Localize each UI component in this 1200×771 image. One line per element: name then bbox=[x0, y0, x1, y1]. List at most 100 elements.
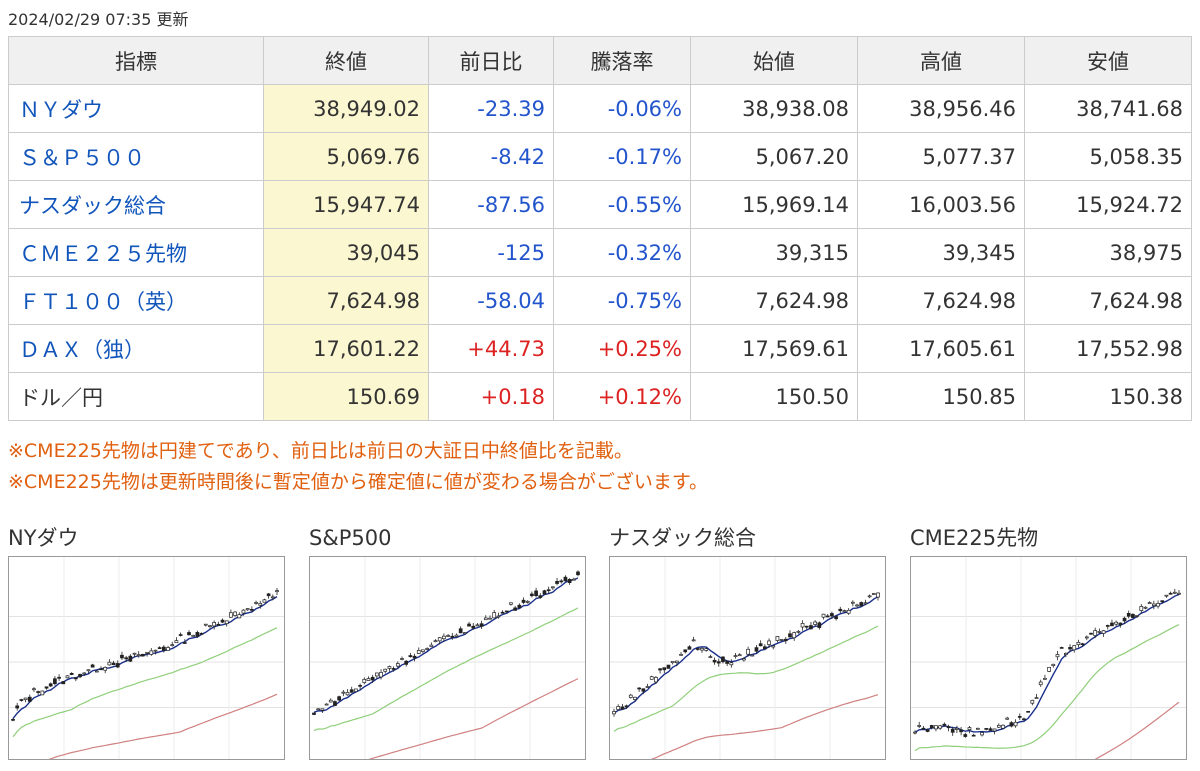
candle-body bbox=[187, 632, 191, 636]
table-row: Ｓ＆Ｐ５００ 5,069.76 -8.42 -0.17% 5,067.20 5,077.3… bbox=[8, 132, 1192, 181]
candle-body bbox=[358, 685, 362, 687]
candle-body bbox=[800, 623, 805, 628]
index-name-cell[interactable]: ＦＴ１００（英） bbox=[8, 276, 264, 325]
candle-body bbox=[170, 644, 175, 647]
candle-body bbox=[729, 662, 734, 666]
index-link[interactable]: ナスダック総合 bbox=[19, 193, 166, 218]
candle-body bbox=[1038, 681, 1043, 686]
candle-body bbox=[1093, 630, 1098, 636]
table-row: ＮＹダウ 38,949.02 -23.39 -0.06% 38,938.08 38,956… bbox=[8, 84, 1192, 133]
index-link[interactable]: ＦＴ１００（英） bbox=[19, 289, 187, 314]
index-link[interactable]: ＮＹダウ bbox=[19, 97, 103, 122]
candle-body bbox=[712, 659, 717, 663]
candle-body bbox=[821, 613, 826, 618]
candle-body bbox=[521, 599, 526, 603]
candle-body bbox=[90, 664, 95, 668]
table-header-row: 指標 終値 前日比 騰落率 始値 高値 安値 bbox=[8, 36, 1192, 85]
candle-body bbox=[99, 668, 103, 671]
candle-body bbox=[446, 635, 450, 637]
index-name-cell[interactable]: ＮＹダウ bbox=[8, 84, 264, 133]
index-name-cell[interactable]: Ｓ＆Ｐ５００ bbox=[8, 132, 264, 181]
chart-nydow[interactable] bbox=[8, 556, 285, 760]
high-cell: 39,345 bbox=[857, 228, 1025, 277]
candle-body bbox=[454, 634, 459, 637]
header-rate: 騰落率 bbox=[553, 36, 691, 85]
ma-mid-line bbox=[914, 624, 1180, 752]
index-name-cell[interactable]: ＣＭＥ２２５先物 bbox=[8, 228, 264, 277]
candle-body bbox=[82, 672, 87, 675]
candle-body bbox=[813, 621, 817, 625]
candle-body bbox=[955, 727, 959, 730]
candle-body bbox=[120, 654, 124, 659]
index-name-cell[interactable]: ＤＡＸ（独） bbox=[8, 324, 264, 373]
candle-body bbox=[567, 578, 572, 583]
candle-body bbox=[61, 681, 66, 685]
candle-body bbox=[863, 602, 868, 605]
candle-body bbox=[691, 639, 696, 642]
candle-body bbox=[245, 608, 250, 611]
candle-body bbox=[1118, 622, 1123, 626]
candle-body bbox=[1097, 631, 1102, 633]
candle-body bbox=[1122, 617, 1127, 622]
candle-body bbox=[992, 728, 997, 732]
candle-body bbox=[1147, 602, 1152, 605]
chart-panel-nasdaq[interactable]: ナスダック総合 bbox=[609, 524, 886, 760]
candle-body bbox=[675, 660, 679, 663]
candle-body bbox=[542, 590, 547, 595]
candle-body bbox=[662, 667, 667, 671]
candle-body bbox=[971, 734, 976, 737]
candle-body bbox=[199, 632, 204, 635]
chart-panel-nydow[interactable]: NYダウ bbox=[8, 524, 285, 760]
candle-body bbox=[86, 669, 91, 672]
open-cell: 39,315 bbox=[690, 228, 858, 277]
candle-body bbox=[162, 646, 166, 651]
candle-body bbox=[959, 729, 963, 733]
candle-body bbox=[859, 602, 864, 607]
chart-panel-sp500[interactable]: S&P500 bbox=[309, 524, 586, 760]
chart-nasdaq[interactable] bbox=[609, 556, 886, 760]
candle-body bbox=[229, 612, 233, 618]
candle-body bbox=[708, 656, 713, 659]
candle-body bbox=[437, 637, 442, 642]
candle-body bbox=[250, 608, 254, 611]
candle-body bbox=[871, 593, 876, 595]
note-line: ※CME225先物は更新時間後に暫定値から確定値に値が変わる場合がございます。 bbox=[8, 471, 708, 493]
candle-body bbox=[208, 625, 212, 627]
chart-sp500[interactable] bbox=[309, 556, 586, 760]
candle-body bbox=[258, 602, 263, 606]
candle-body bbox=[555, 581, 559, 584]
candle-body bbox=[166, 647, 170, 651]
candle-body bbox=[804, 625, 809, 628]
candle-body bbox=[224, 620, 229, 624]
index-name-cell[interactable]: ナスダック総合 bbox=[8, 180, 264, 229]
candle-body bbox=[128, 655, 133, 662]
candle-body bbox=[145, 651, 149, 654]
candle-body bbox=[1160, 600, 1165, 603]
candle-body bbox=[362, 679, 367, 683]
chart-cme225[interactable] bbox=[910, 556, 1187, 760]
ma-long-line bbox=[650, 694, 879, 759]
candle-body bbox=[500, 611, 505, 614]
candle-body bbox=[136, 654, 141, 657]
candle-body bbox=[220, 619, 225, 623]
candle-body bbox=[1047, 666, 1051, 672]
candle-body bbox=[700, 647, 704, 651]
header-low: 安値 bbox=[1024, 36, 1192, 85]
candle-body bbox=[241, 609, 246, 614]
chart-panel-cme225[interactable]: CME225先物 bbox=[910, 524, 1187, 760]
index-name-cell: ドル／円 bbox=[8, 372, 264, 421]
candle-body bbox=[746, 648, 750, 655]
candle-body bbox=[658, 668, 662, 671]
high-cell: 17,605.61 bbox=[857, 324, 1025, 373]
candle-body bbox=[771, 645, 776, 648]
index-link[interactable]: ＣＭＥ２２５先物 bbox=[19, 241, 187, 266]
index-link[interactable]: Ｓ＆Ｐ５００ bbox=[19, 145, 145, 170]
candle-body bbox=[349, 689, 354, 693]
open-cell: 17,569.61 bbox=[690, 324, 858, 373]
index-link[interactable]: ＤＡＸ（独） bbox=[19, 337, 145, 362]
candle-body bbox=[488, 617, 492, 620]
candle-body bbox=[15, 705, 20, 709]
candle-body bbox=[1034, 697, 1039, 699]
candle-body bbox=[984, 728, 989, 730]
candle-body bbox=[78, 673, 82, 678]
